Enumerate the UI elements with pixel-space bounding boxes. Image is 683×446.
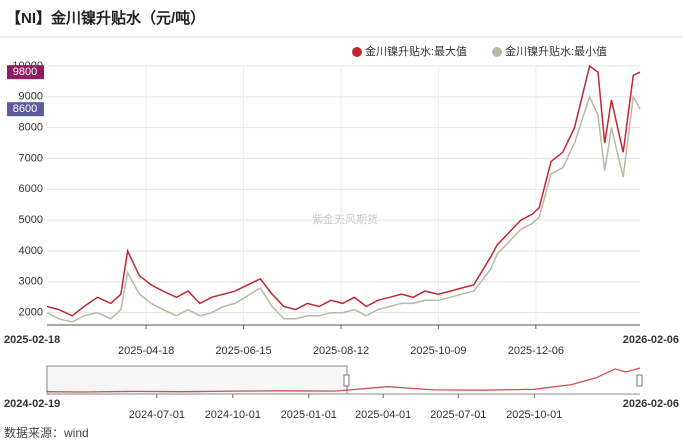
y-tick-label: 8000 [19,122,43,134]
navigator-limit-label: 2026-02-06 [623,398,679,410]
x-tick-label: 2025-10-09 [410,345,466,357]
y-tick-label: 2000 [19,307,43,319]
last-value-label: 9800 [13,66,37,78]
x-tick-label: 2025-12-06 [508,345,564,357]
navigator-handle[interactable] [636,374,643,387]
y-tick-label: 7000 [19,152,43,164]
y-tick-label: 5000 [19,214,43,226]
legend-label: 金川镍升贴水:最小值 [505,44,607,58]
series-line [46,94,641,323]
legend-label: 金川镍升贴水:最大值 [365,44,467,58]
navigator-tick-label: 2025-07-01 [430,409,486,421]
navigator-handle[interactable] [343,374,350,387]
navigator-tick-label: 2025-10-01 [506,409,562,421]
navigator-line [46,367,641,393]
navigator-window[interactable] [46,365,348,395]
y-tick-label: 4000 [19,245,43,257]
navigator-tick-label: 2024-10-01 [205,409,261,421]
source: 数据来源：wind [4,425,89,440]
navigator-limit-label: 2024-02-19 [4,398,60,410]
y-tick-label: 3000 [19,276,43,288]
x-tick-label: 2025-04-18 [118,345,174,357]
x-tick-label: 2025-08-12 [313,345,369,357]
y-tick-label: 9000 [19,91,43,103]
x-limit-label: 2025-02-18 [4,334,60,346]
x-limit-label: 2026-02-06 [623,334,679,346]
y-tick-label: 6000 [19,183,43,195]
navigator-tick-label: 2025-04-01 [355,409,411,421]
last-value-box [7,102,44,117]
legend-marker [492,47,502,57]
last-value-label: 8600 [13,103,37,115]
navigator-tick-label: 2024-07-01 [129,409,185,421]
x-tick-label: 2025-06-15 [215,345,271,357]
legend-marker [352,47,362,57]
last-value-box [7,65,44,80]
watermark: 紫金天风期货 [312,212,378,226]
chart-title: 【NI】金川镍升贴水（元/吨） [6,9,205,27]
navigator-tick-label: 2025-01-01 [281,409,337,421]
series-line [46,64,641,317]
